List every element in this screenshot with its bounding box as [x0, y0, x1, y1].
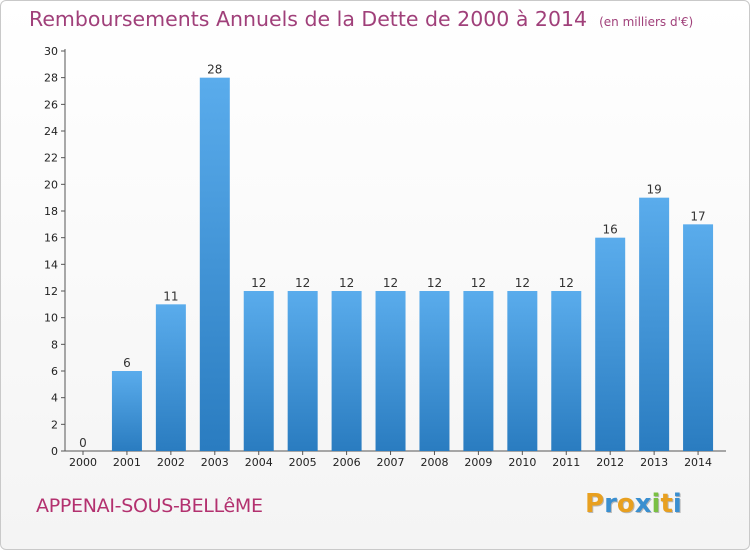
- commune-name: APPENAI-SOUS-BELLêME: [36, 495, 263, 517]
- data-label-2009: 12: [471, 276, 486, 290]
- chart-title: Remboursements Annuels de la Dette de 20…: [29, 7, 693, 31]
- x-tick-label-2008: 2008: [420, 456, 448, 469]
- x-tick-label-2003: 2003: [201, 456, 229, 469]
- data-label-2008: 12: [427, 276, 442, 290]
- data-label-2003: 28: [207, 63, 222, 77]
- y-tick-label: 14: [44, 258, 58, 271]
- y-tick-label: 6: [51, 365, 58, 378]
- y-tick-label: 16: [44, 232, 58, 245]
- bar-2006: [331, 291, 362, 451]
- proxiti-logo[interactable]: Proxiti: [585, 489, 682, 519]
- bar-2014: [683, 224, 714, 451]
- bar-2007: [375, 291, 406, 451]
- chart-title-text: Remboursements Annuels de la Dette de 20…: [29, 7, 588, 31]
- data-label-2010: 12: [515, 276, 530, 290]
- bar-2005: [287, 291, 318, 451]
- bar-2010: [507, 291, 538, 451]
- y-tick-label: 28: [44, 72, 58, 85]
- x-tick-label-2006: 2006: [333, 456, 361, 469]
- y-tick-label: 22: [44, 152, 58, 165]
- data-label-2005: 12: [295, 276, 310, 290]
- bar-2001: [111, 371, 142, 451]
- bar-2002: [155, 304, 186, 451]
- bar-2009: [463, 291, 494, 451]
- x-tick-label-2000: 2000: [69, 456, 97, 469]
- logo-letter: i: [672, 489, 682, 519]
- y-tick-label: 4: [51, 392, 58, 405]
- logo-letter: x: [634, 489, 652, 519]
- data-label-2002: 11: [163, 289, 178, 303]
- x-tick-label-2001: 2001: [113, 456, 141, 469]
- logo-letter: r: [604, 489, 617, 519]
- data-label-2012: 16: [603, 223, 618, 237]
- logo-letter: P: [585, 489, 605, 519]
- y-tick-label: 8: [51, 338, 58, 351]
- x-tick-label-2007: 2007: [377, 456, 405, 469]
- data-label-2013: 19: [646, 183, 661, 197]
- y-tick-label: 0: [51, 445, 58, 458]
- bar-2013: [639, 197, 670, 451]
- logo-letter: i: [651, 489, 661, 519]
- bar-2004: [243, 291, 274, 451]
- x-tick-label-2004: 2004: [245, 456, 273, 469]
- data-label-2001: 6: [123, 356, 131, 370]
- y-tick-label: 18: [44, 205, 58, 218]
- x-tick-label-2010: 2010: [508, 456, 536, 469]
- data-label-2000: 0: [79, 436, 87, 450]
- x-tick-label-2011: 2011: [552, 456, 580, 469]
- logo-letter: t: [660, 489, 673, 519]
- x-tick-label-2012: 2012: [596, 456, 624, 469]
- x-tick-label-2013: 2013: [640, 456, 668, 469]
- x-tick-label-2009: 2009: [464, 456, 492, 469]
- data-label-2011: 12: [559, 276, 574, 290]
- y-tick-label: 12: [44, 285, 58, 298]
- data-label-2006: 12: [339, 276, 354, 290]
- bar-2003: [199, 77, 230, 452]
- y-tick-label: 24: [44, 125, 58, 138]
- logo-letter: o: [616, 489, 635, 519]
- bar-2011: [551, 291, 582, 451]
- y-tick-label: 2: [51, 418, 58, 431]
- chart-unit-note: (en milliers d'€): [599, 15, 694, 29]
- data-label-2014: 17: [690, 209, 705, 223]
- y-tick-label: 26: [44, 98, 58, 111]
- x-tick-label-2002: 2002: [157, 456, 185, 469]
- data-label-2004: 12: [251, 276, 266, 290]
- data-label-2007: 12: [383, 276, 398, 290]
- y-tick-label: 20: [44, 178, 58, 191]
- y-tick-label: 30: [44, 45, 58, 58]
- x-tick-label-2014: 2014: [684, 456, 712, 469]
- bar-2008: [419, 291, 450, 451]
- x-tick-label-2005: 2005: [289, 456, 317, 469]
- bar-2012: [595, 237, 626, 451]
- y-tick-label: 10: [44, 312, 58, 325]
